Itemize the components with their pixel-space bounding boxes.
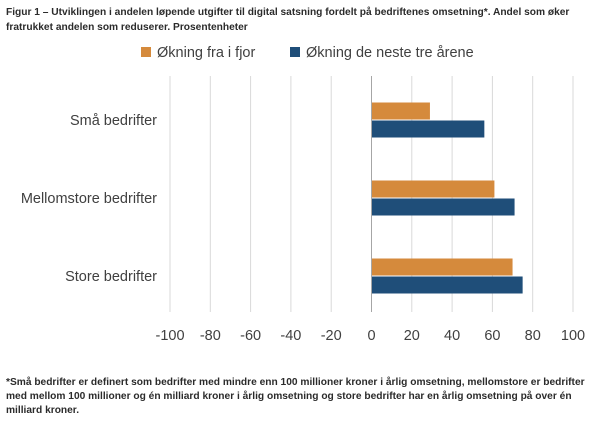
x-tick-label: -80: [200, 328, 221, 344]
legend-swatch-series-1: [141, 47, 151, 57]
footnote: *Små bedrifter er definert som bedrifter…: [6, 377, 585, 416]
legend: Økning fra i fjor Økning de neste tre år…: [0, 45, 607, 63]
bar-1-3: [371, 258, 513, 276]
category-label: Mellomstore bedrifter: [21, 191, 157, 207]
x-tick-label: 80: [525, 328, 541, 344]
legend-item-series-1: Økning fra i fjor: [141, 45, 255, 61]
legend-label-series-2: Økning de neste tre årene: [306, 45, 474, 61]
bar-1-1: [371, 102, 430, 120]
chart-title: Figur 1 – Utviklingen i andelen løpende …: [6, 7, 570, 33]
category-label: Store bedrifter: [65, 269, 157, 285]
legend-item-series-2: Økning de neste tre årene: [290, 45, 474, 61]
x-tick-label: 40: [444, 328, 460, 344]
legend-swatch-series-2: [290, 47, 300, 57]
x-tick-label: -60: [240, 328, 261, 344]
x-tick-label: -100: [155, 328, 184, 344]
legend-label-series-1: Økning fra i fjor: [157, 45, 256, 61]
bar-2-3: [371, 276, 523, 294]
bar-2-1: [371, 120, 485, 138]
x-tick-label: -20: [321, 328, 342, 344]
x-tick-label: -40: [280, 328, 301, 344]
bar-2-2: [371, 198, 515, 216]
bar-1-2: [371, 180, 495, 198]
x-tick-label: 0: [367, 328, 375, 344]
x-tick-label: 20: [404, 328, 420, 344]
x-tick-label: 100: [561, 328, 585, 344]
x-tick-label: 60: [484, 328, 500, 344]
category-label: Små bedrifter: [70, 113, 157, 129]
